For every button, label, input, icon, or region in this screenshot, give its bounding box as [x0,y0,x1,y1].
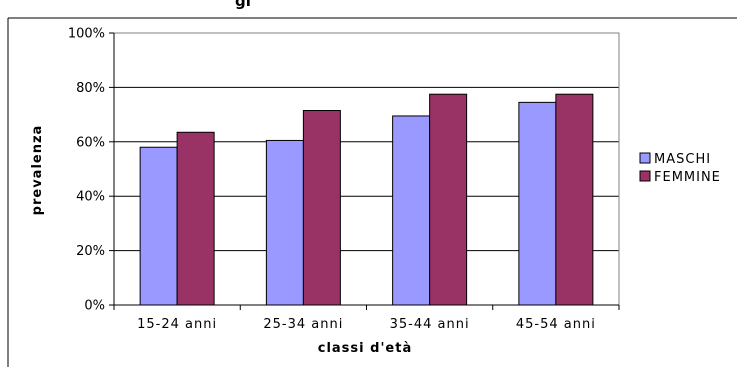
x-tick-labels: 15-24 anni 25-34 anni 35-44 anni 45-54 anni [113,305,620,332]
legend: MASCHI FEMMINE [639,152,721,185]
bar-femmine-4 [555,93,594,306]
chart-title-fragment: gi [235,0,251,10]
legend-swatch-femmine [639,170,651,182]
bar-femmine-1 [176,131,215,306]
bar-femmine-2 [302,110,341,306]
y-tick-label: 20% [76,244,105,259]
legend-label-maschi: MASCHI [654,152,711,167]
x-tick-label: 15-24 anni [137,317,217,332]
bar-maschi-4 [518,101,557,306]
x-tick-label: 25-34 anni [263,317,343,332]
y-tick-label: 60% [76,135,105,150]
y-tick-label: 0% [84,299,105,314]
y-axis-title: prevalenza [30,125,45,216]
y-tick-label: 40% [76,190,105,205]
bar-maschi-1 [139,146,178,306]
bars [139,93,594,306]
x-axis-title: classi d'età [318,341,412,356]
y-tick-label: 80% [76,81,105,96]
bar-maschi-3 [392,115,431,306]
bar-maschi-2 [265,139,304,306]
y-tick-labels: 0% 20% 40% 60% 80% 100% [68,27,114,314]
y-tick-label: 100% [68,27,105,42]
bar-femmine-3 [429,93,468,306]
x-tick-label: 45-54 anni [516,317,596,332]
x-tick-label: 35-44 anni [390,317,470,332]
legend-label-femmine: FEMMINE [654,170,721,185]
legend-swatch-maschi [639,152,651,164]
